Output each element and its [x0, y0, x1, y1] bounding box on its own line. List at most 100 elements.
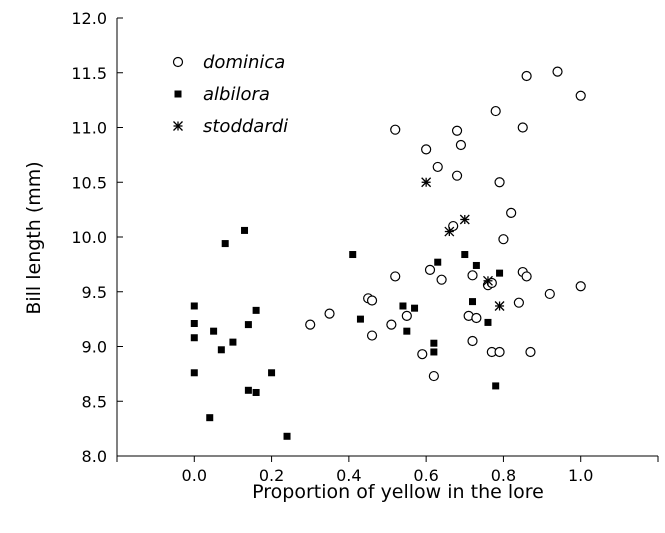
data-point-dominica — [467, 335, 478, 347]
axes: 8.0 8.5 9.0 9.5 10.0 10.5 11.0 11.5 12.0 0.0 0.2 0.… — [71, 9, 659, 485]
data-point-albilora — [492, 382, 500, 390]
data-point-dominica — [366, 330, 378, 341]
data-point-albilora — [217, 346, 225, 354]
data-point-albilora — [349, 251, 357, 259]
data-point-albilora — [252, 306, 260, 314]
data-point-dominica — [436, 274, 447, 285]
data-point-dominica — [424, 264, 436, 275]
data-point-dominica — [471, 312, 482, 324]
data-point-dominica — [324, 308, 335, 319]
y-tick-label: 8.5 — [82, 392, 107, 411]
data-point-stoddardi — [459, 214, 470, 225]
data-point-albilora — [268, 369, 276, 377]
data-point-albilora — [430, 348, 438, 356]
legend: dominica albilora stoddardi — [172, 52, 288, 137]
x-tick-label: 0.8 — [491, 466, 516, 485]
data-point-dominica — [305, 319, 316, 330]
data-point-dominica — [494, 346, 505, 358]
data-point-dominica — [517, 122, 528, 133]
data-point-dominica — [521, 271, 532, 282]
data-point-albilora — [461, 251, 469, 259]
x-axis-label: Proportion of yellow in the lore — [252, 481, 544, 503]
data-point-dominica — [451, 125, 463, 136]
plot-area — [190, 66, 586, 440]
data-point-albilora — [430, 339, 438, 347]
data-point-dominica — [575, 90, 586, 101]
data-point-dominica — [498, 234, 509, 245]
data-point-dominica — [467, 270, 478, 281]
data-point-albilora — [190, 369, 198, 377]
y-tick-label: 11.0 — [71, 119, 107, 138]
data-point-albilora — [190, 334, 198, 342]
data-point-albilora — [190, 320, 198, 328]
data-point-dominica — [490, 105, 501, 117]
data-point-stoddardi — [444, 226, 455, 237]
y-tick-label: 12.0 — [71, 9, 107, 28]
data-point-albilora — [210, 327, 218, 335]
data-point-dominica — [575, 281, 586, 292]
data-point-dominica — [448, 220, 459, 232]
data-point-stoddardi — [421, 177, 432, 188]
y-axis-label: Bill length (mm) — [23, 161, 45, 314]
series-dominica — [305, 66, 586, 382]
data-point-albilora — [221, 240, 229, 248]
data-point-dominica — [417, 349, 428, 360]
y-tick-label: 8.0 — [82, 447, 107, 466]
data-point-stoddardi — [494, 301, 505, 311]
x-tick-label: 0.0 — [182, 466, 207, 485]
data-point-dominica — [552, 66, 563, 77]
data-point-dominica — [544, 288, 555, 300]
data-point-albilora — [403, 327, 411, 335]
data-point-albilora — [244, 386, 252, 394]
y-tick-label: 10.0 — [71, 228, 107, 247]
data-point-albilora — [229, 338, 237, 346]
data-point-dominica — [513, 297, 524, 308]
data-point-dominica — [401, 310, 412, 321]
y-tick-label: 9.5 — [82, 283, 107, 302]
y-tick-label: 10.5 — [71, 173, 107, 192]
data-point-albilora — [411, 304, 419, 312]
data-point-dominica — [494, 177, 505, 188]
data-point-dominica — [390, 124, 401, 135]
x-tick-label: 1.0 — [568, 466, 593, 485]
data-point-albilora — [244, 321, 252, 329]
data-point-albilora — [356, 315, 364, 323]
legend-marker-albilora — [174, 90, 182, 98]
data-point-albilora — [484, 318, 492, 326]
x-tick-label: 0.2 — [259, 466, 284, 485]
data-point-dominica — [506, 207, 517, 219]
data-point-albilora — [190, 302, 198, 310]
x-tick-label: 0.6 — [413, 466, 438, 485]
data-point-albilora — [434, 258, 442, 266]
data-point-dominica — [432, 161, 443, 173]
data-point-albilora — [496, 269, 504, 277]
legend-label-stoddardi: stoddardi — [203, 116, 288, 137]
data-point-dominica — [451, 170, 463, 181]
data-point-albilora — [206, 414, 214, 422]
data-point-dominica — [390, 271, 401, 282]
data-point-albilora — [469, 298, 477, 306]
data-point-dominica — [525, 346, 536, 358]
data-point-stoddardi — [483, 275, 493, 286]
data-point-dominica — [366, 295, 378, 306]
legend-marker-dominica — [172, 56, 184, 68]
data-point-dominica — [521, 70, 532, 82]
data-point-dominica — [428, 370, 439, 382]
y-tick-label: 11.5 — [71, 64, 107, 83]
data-point-albilora — [241, 226, 249, 234]
legend-label-dominica: dominica — [203, 52, 285, 73]
legend-marker-stoddardi — [173, 121, 183, 131]
data-point-dominica — [421, 144, 432, 155]
series-albilora — [190, 226, 504, 440]
data-point-albilora — [399, 302, 407, 310]
data-point-albilora — [283, 432, 291, 440]
data-point-albilora — [252, 388, 260, 396]
y-tick-label: 9.0 — [82, 338, 107, 357]
legend-label-albilora: albilora — [203, 84, 270, 105]
data-point-dominica — [455, 139, 467, 151]
data-point-dominica — [386, 319, 397, 330]
series-stoddardi — [421, 177, 505, 311]
data-point-albilora — [472, 261, 480, 269]
x-tick-label: 0.4 — [336, 466, 361, 485]
